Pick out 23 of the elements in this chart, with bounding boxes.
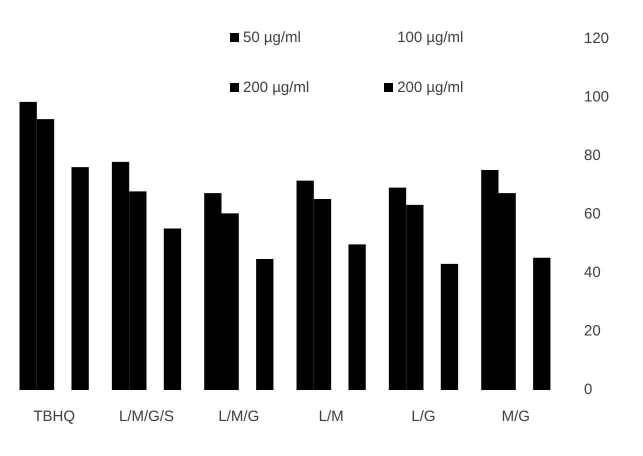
- y-tick-label: 60: [584, 206, 601, 223]
- x-tick-label: TBHQ: [33, 408, 75, 426]
- bar: [256, 258, 274, 390]
- y-tick-label: 0: [584, 381, 592, 398]
- bar: [71, 167, 89, 390]
- text: 100 µg/ml: [397, 28, 464, 46]
- y-tick-label: 120: [584, 30, 610, 48]
- x-tick-label: L/M: [318, 408, 344, 426]
- legend-label: 50 µg/ml: [243, 28, 301, 46]
- legend-label: 200 µg/ml: [397, 78, 464, 96]
- bar: [533, 258, 550, 390]
- x-tick-label: M/G: [502, 408, 530, 426]
- bar: [440, 264, 458, 390]
- y-tick-label: 80: [584, 147, 601, 164]
- y-tick-label: 20: [584, 322, 601, 340]
- x-tick-label: L/G: [411, 408, 436, 426]
- legend-label: 200 µg/ml: [243, 78, 310, 96]
- y-tick-label: 40: [584, 264, 601, 282]
- bar: [164, 228, 182, 390]
- bar: [348, 244, 366, 390]
- x-tick-label: L/M/G: [218, 408, 260, 426]
- y-tick-label: 100: [584, 88, 610, 106]
- x-tick-label: L/M/G/S: [118, 408, 174, 426]
